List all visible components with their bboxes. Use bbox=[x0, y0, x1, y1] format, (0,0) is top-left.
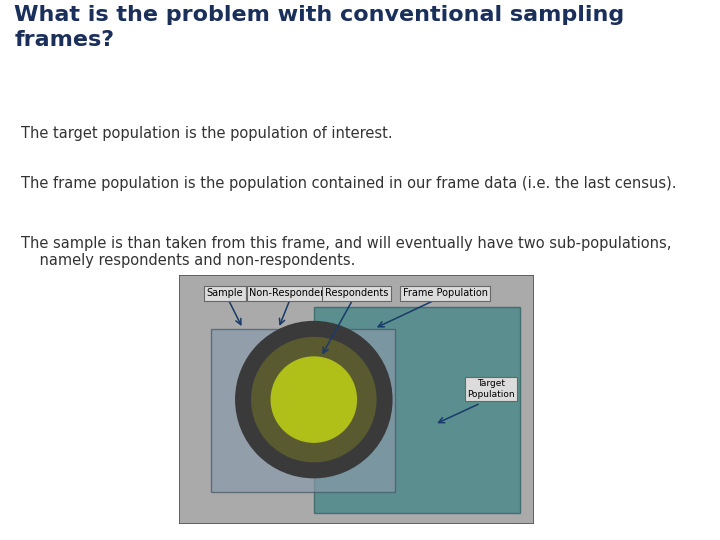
Text: Sample: Sample bbox=[207, 288, 243, 298]
Text: The target population is the population of interest.: The target population is the population … bbox=[22, 126, 393, 141]
Text: The frame population is the population contained in our frame data (i.e. the las: The frame population is the population c… bbox=[22, 176, 677, 191]
Text: Frame Population: Frame Population bbox=[402, 288, 487, 298]
Text: Target
Population: Target Population bbox=[467, 379, 515, 399]
Text: The sample is than taken from this frame, and will eventually have two sub-popul: The sample is than taken from this frame… bbox=[22, 235, 672, 268]
Text: What is the problem with conventional sampling
frames?: What is the problem with conventional sa… bbox=[14, 5, 625, 50]
Text: Respondents: Respondents bbox=[325, 288, 388, 298]
Text: Non-Respondents: Non-Respondents bbox=[249, 288, 336, 298]
Circle shape bbox=[235, 321, 392, 478]
Circle shape bbox=[252, 338, 376, 462]
Circle shape bbox=[271, 357, 356, 442]
Bar bbox=[211, 329, 395, 492]
Bar bbox=[314, 307, 520, 513]
